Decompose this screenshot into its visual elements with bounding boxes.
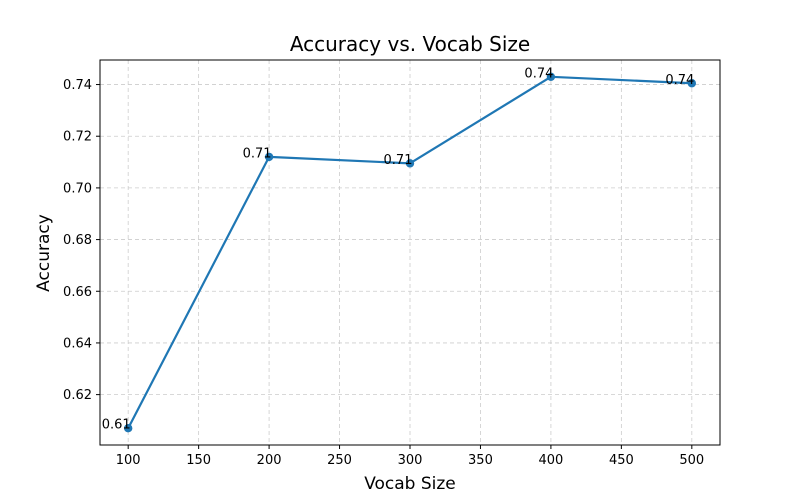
x-tick-label: 350 [468,453,493,468]
x-tick-label: 200 [257,453,282,468]
x-tick-label: 400 [538,453,563,468]
y-tick-label: 0.70 [63,181,92,196]
y-tick-label: 0.74 [63,78,92,93]
y-tick-label: 0.68 [63,233,92,248]
y-tick-label: 0.62 [63,388,92,403]
x-tick-label: 450 [609,453,634,468]
y-axis-ticks: 0.62 0.64 0.66 0.68 0.70 0.72 0.74 [63,78,100,403]
y-tick-label: 0.66 [63,285,92,300]
data-label: 0.71 [243,146,272,161]
x-tick-label: 150 [186,453,211,468]
grid-lines [100,60,720,445]
data-point [264,152,274,162]
data-label: 0.74 [524,66,553,81]
data-points [123,72,697,433]
x-tick-label: 250 [327,453,352,468]
y-tick-label: 0.72 [63,130,92,145]
data-label: 0.71 [384,153,413,168]
data-labels: 0.61 0.71 0.71 0.74 0.74 [102,66,695,432]
x-tick-label: 100 [116,453,141,468]
chart-title: Accuracy vs. Vocab Size [290,32,530,56]
x-axis-label: Vocab Size [364,474,456,494]
y-axis-label: Accuracy [34,214,54,292]
x-tick-label: 500 [679,453,704,468]
data-point [687,79,697,88]
y-tick-label: 0.64 [63,336,92,351]
data-label: 0.61 [102,418,131,433]
data-point [546,72,556,81]
data-point [405,159,415,168]
data-point [123,424,133,433]
x-tick-label: 300 [398,453,423,468]
x-axis-ticks: 100 150 200 250 300 350 400 450 500 [116,445,704,468]
data-label: 0.74 [665,73,694,88]
